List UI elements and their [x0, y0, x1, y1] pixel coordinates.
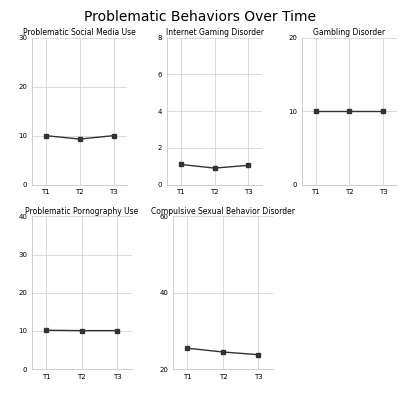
Text: Problematic Behaviors Over Time: Problematic Behaviors Over Time	[85, 10, 316, 24]
Title: Problematic Social Media Use: Problematic Social Media Use	[23, 28, 136, 37]
Title: Compulsive Sexual Behavior Disorder: Compulsive Sexual Behavior Disorder	[151, 206, 295, 216]
Title: Gambling Disorder: Gambling Disorder	[314, 28, 385, 37]
Title: Problematic Pornography Use: Problematic Pornography Use	[25, 206, 138, 216]
Title: Internet Gaming Disorder: Internet Gaming Disorder	[166, 28, 263, 37]
